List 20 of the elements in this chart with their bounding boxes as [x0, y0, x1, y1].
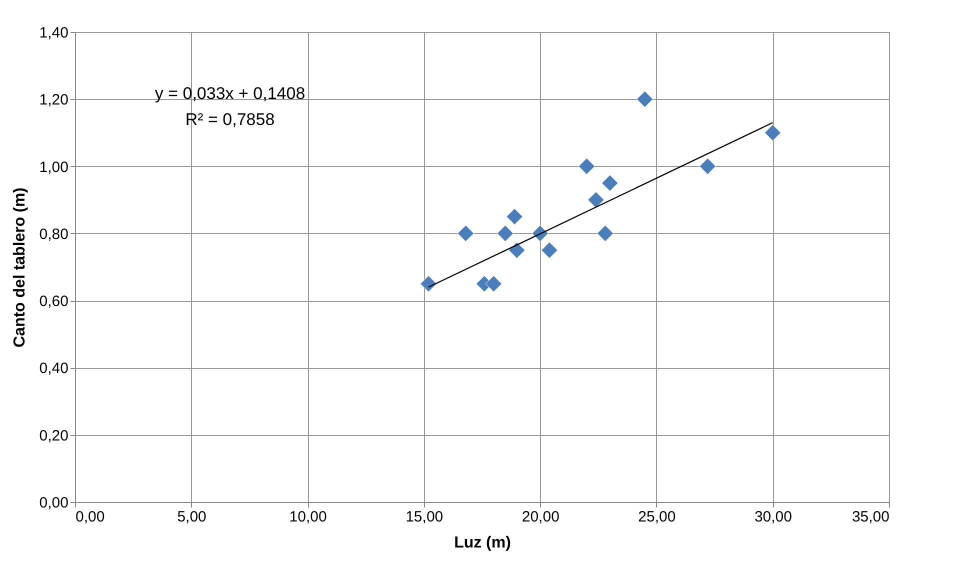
- y-tick-label: 1,40: [39, 24, 68, 42]
- annotation: y = 0,033x + 0,1408: [154, 84, 306, 103]
- x-tick-label: 20,00: [522, 508, 560, 526]
- x-tick-label: 5,00: [177, 508, 206, 526]
- y-tick-label: 0,60: [39, 293, 68, 310]
- y-tick-label: 0,40: [39, 360, 68, 378]
- y-tick-label: 1,20: [39, 92, 68, 109]
- y-tick-label: 0,80: [39, 226, 68, 243]
- x-tick-label: 10,00: [289, 508, 327, 526]
- y-tick-label: 0,20: [39, 427, 68, 444]
- x-axis-title: Luz (m): [454, 534, 511, 552]
- y-axis-title: Canto del tablero (m): [11, 187, 28, 348]
- y-tick-label: 1,00: [39, 158, 68, 176]
- x-tick-label: 35,00: [852, 508, 890, 526]
- x-tick-label: 15,00: [406, 508, 444, 526]
- x-tick-label: 30,00: [754, 508, 792, 526]
- x-tick-label: 25,00: [638, 508, 676, 526]
- annotation: R² = 0,7858: [185, 110, 275, 129]
- y-tick-label: 0,00: [39, 494, 68, 512]
- x-tick-label: 0,00: [76, 508, 105, 526]
